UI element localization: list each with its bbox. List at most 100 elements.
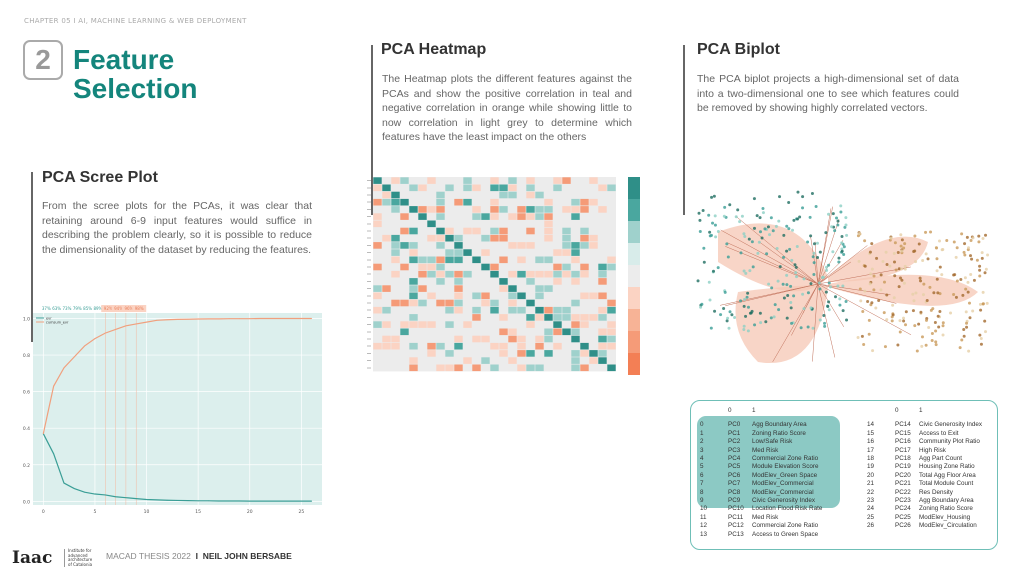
data-point (839, 204, 843, 208)
data-point (782, 255, 786, 259)
row-index: 24 (867, 505, 875, 513)
heatmap-cell (445, 350, 454, 357)
heatmap-cell (490, 213, 499, 220)
heatmap-cell (454, 234, 463, 242)
heatmap-cell (580, 292, 589, 300)
data-point (963, 242, 967, 246)
heatmap-cell (427, 321, 436, 328)
data-point (842, 253, 846, 257)
data-point-cumsum_evr (53, 385, 55, 387)
data-point (900, 249, 904, 253)
heatmap-cell (508, 292, 517, 300)
data-point (978, 274, 982, 278)
scree-plot: 0.0 0.2 0.4 0.6 0.8 1.0 0 5 10 15 20 25 37% 63% 73% 79%… (23, 305, 322, 515)
feature-table-box (690, 400, 998, 550)
data-point-evr (73, 488, 75, 489)
heatmap-cell (373, 242, 382, 249)
feature-name: Civic Generosity Index (919, 421, 982, 429)
footer-separator: I (195, 551, 198, 561)
data-point (792, 218, 796, 222)
data-point (955, 279, 959, 283)
data-point (838, 297, 842, 301)
heatmap-cell (580, 242, 589, 249)
data-point (747, 237, 751, 241)
data-point (751, 265, 755, 269)
data-point (785, 249, 789, 253)
row-index: 23 (867, 497, 875, 505)
data-point (953, 273, 957, 277)
data-point (978, 302, 982, 306)
data-point (796, 190, 800, 194)
heatmap-cell (589, 177, 598, 184)
data-point (981, 237, 985, 241)
data-point (752, 197, 756, 201)
heatmap-cell (526, 321, 535, 328)
heatmap-cell (535, 292, 544, 300)
cumulative-annotation: 63% (52, 306, 61, 311)
feature-name: Med Risk (752, 513, 779, 521)
table-row: 4 PC4 Commercial Zone Ratio (700, 455, 822, 463)
data-point (872, 288, 876, 292)
table-row: 21 PC21 Total Module Count (867, 480, 982, 488)
heatmap-cell (382, 306, 391, 314)
data-point (814, 204, 818, 208)
heatmap-cell (463, 270, 472, 278)
data-point (889, 236, 893, 240)
heatmap-cell (508, 328, 517, 336)
data-point (716, 266, 720, 270)
heatmap-cell (481, 263, 490, 271)
heatmap-cell (463, 198, 472, 206)
loading-vector (727, 242, 819, 285)
data-point-evr (197, 500, 199, 502)
data-point (837, 256, 841, 260)
feature-name: ModElev_Commercial (752, 480, 814, 488)
data-point (843, 225, 847, 229)
row-index: 7 (700, 480, 704, 488)
data-point (774, 224, 778, 228)
data-point (935, 269, 939, 273)
heatmap-cell (571, 249, 580, 256)
loading-vector (772, 283, 819, 363)
data-point (742, 328, 746, 332)
data-point (726, 255, 730, 259)
data-point (785, 283, 789, 287)
data-point (977, 240, 981, 244)
pc-label: PC17 (895, 446, 911, 454)
annotation-bg (111, 305, 126, 312)
data-point (757, 240, 761, 244)
data-point-cumsum_evr (187, 318, 189, 320)
colorbar-segment (628, 199, 640, 221)
x-tick-label: 10 (144, 509, 150, 515)
selected-features-highlight (697, 416, 840, 508)
data-point-cumsum_evr (94, 338, 96, 339)
heatmap-cell (499, 184, 508, 192)
heatmap-cell (508, 213, 517, 220)
data-point (893, 274, 897, 278)
loading-vector (817, 206, 833, 285)
data-point-cumsum_evr (197, 318, 199, 320)
cumulative-annotation: 79% (73, 306, 82, 311)
heatmap-cell (607, 299, 616, 307)
heatmap-cell (580, 364, 589, 372)
heatmap-cell (499, 206, 508, 213)
data-point (845, 233, 849, 237)
data-point (725, 319, 729, 323)
heatmap-cell (409, 249, 418, 256)
data-point-cumsum_evr (42, 433, 44, 435)
data-point (940, 273, 944, 277)
data-point (815, 241, 819, 245)
heatmap-cell (553, 270, 562, 278)
data-point (859, 299, 863, 303)
row-index: 14 (867, 421, 875, 429)
data-point (768, 233, 772, 237)
data-point (924, 343, 928, 347)
data-point (924, 252, 928, 256)
heatmap-cell (463, 184, 472, 192)
data-point (898, 330, 902, 334)
data-point (838, 303, 842, 307)
heatmap-cell (553, 314, 562, 321)
y-tick-label: 1.0 (23, 316, 30, 322)
annotation-bg (121, 305, 136, 312)
data-point (879, 273, 883, 277)
data-point (785, 273, 789, 277)
